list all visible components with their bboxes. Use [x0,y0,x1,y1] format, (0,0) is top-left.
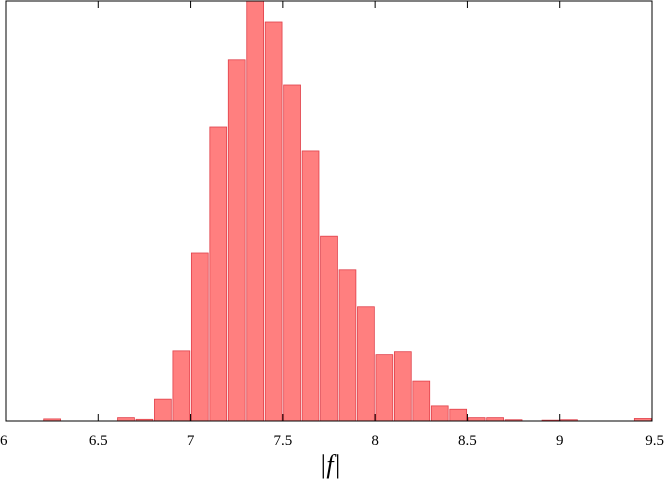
histogram-bar [357,306,375,422]
x-tick-label: 6 [0,433,8,449]
x-tick-label: 7.5 [273,433,292,449]
histogram-bar [375,354,394,422]
histogram-bar [209,126,228,422]
x-axis-tick-labels: 6 6.5 7 7.5 8 8.5 9 9.5 [0,433,664,449]
x-tick-label: 9.5 [645,433,664,449]
histogram-bar [301,150,320,422]
histogram-bar [486,417,504,422]
x-axis-label: |f| [319,450,341,479]
histogram-bar [227,59,246,422]
x-tick-label: 8 [371,433,379,449]
histogram-bar [412,380,431,422]
histogram-bar [430,405,449,422]
x-tick-label: 6.5 [89,433,108,449]
histogram-bars [43,0,652,422]
histogram-bar [190,252,209,422]
histogram-bar [154,398,172,422]
histogram-bar [264,21,283,422]
histogram-bar [393,351,412,422]
x-tick-label: 8.5 [458,433,477,449]
histogram-bar [338,269,357,422]
histogram-bar [320,235,338,422]
x-tick-label: 9 [556,433,564,449]
plot-frame [5,0,653,422]
x-axis-ticks [5,1,653,421]
histogram-bar [246,0,265,422]
histogram-bar [283,84,301,422]
histogram-bar [172,350,191,422]
x-tick-label: 7 [187,433,195,449]
histogram-bar [449,408,468,422]
histogram-bar [467,417,486,422]
histogram-bar [117,417,135,422]
